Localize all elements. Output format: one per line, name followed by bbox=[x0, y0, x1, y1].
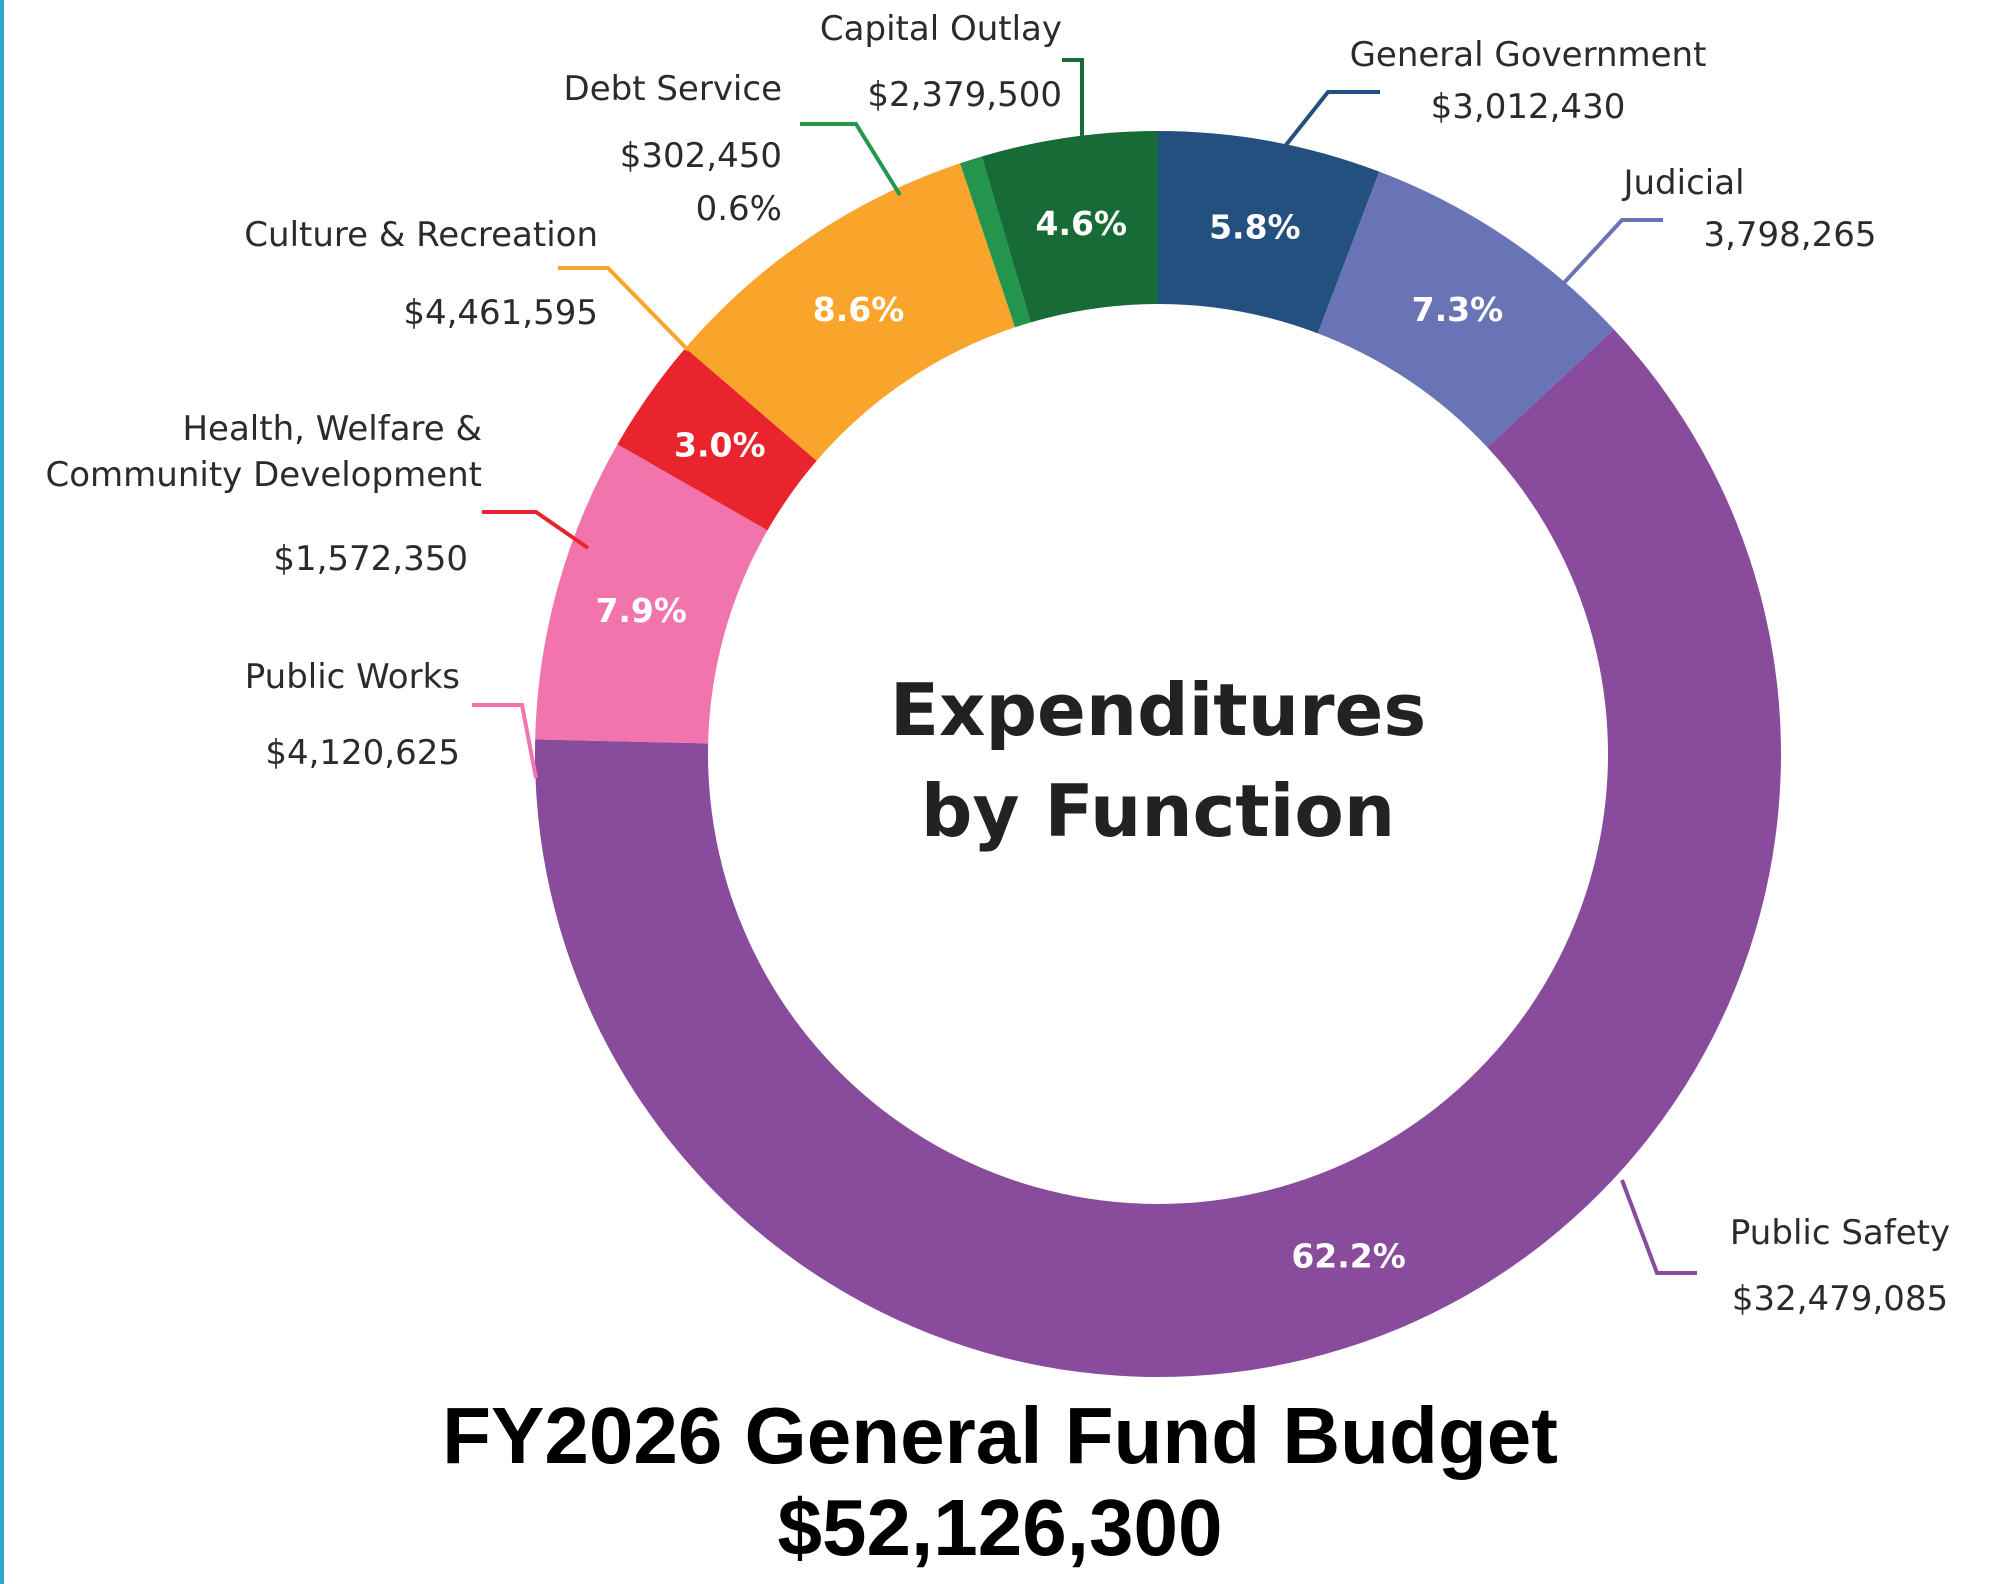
slice-name-label: Capital Outlay bbox=[820, 9, 1062, 49]
slice-value-label: 3,798,265 bbox=[1703, 215, 1876, 255]
slice-debt-service bbox=[960, 156, 1031, 328]
slice-labels: General Government $3,012,430 Judicial 3,79… bbox=[46, 9, 1951, 1319]
slice-name-label: Health, Welfare & bbox=[182, 409, 482, 449]
percent-label: 3.0% bbox=[674, 425, 766, 464]
donut-slices bbox=[535, 131, 1782, 1378]
slice-value-label: $32,479,085 bbox=[1732, 1279, 1948, 1319]
donut-chart: 5.8% 7.3% 62.2% 7.9% 3.0% 8.6% 0.6% 4.6% Genera… bbox=[46, 9, 1951, 1378]
left-border bbox=[0, 0, 4, 1584]
footer-title: FY2026 General Fund Budget bbox=[442, 1391, 1558, 1480]
percent-label: 62.2% bbox=[1291, 1237, 1406, 1276]
percent-label: 7.3% bbox=[1412, 290, 1504, 329]
leader-lines bbox=[472, 58, 1697, 1275]
slice-name-label: Judicial bbox=[1621, 163, 1744, 203]
slice-health-welfare-community-development bbox=[617, 348, 817, 531]
percent-label: 7.9% bbox=[595, 591, 687, 630]
percent-label: 4.6% bbox=[1036, 204, 1128, 243]
leader-line bbox=[482, 510, 590, 550]
slice-value-label: $1,572,350 bbox=[273, 539, 468, 579]
percent-label: 0.6% bbox=[696, 189, 782, 229]
slice-culture-recreation bbox=[685, 163, 1016, 461]
percent-labels: 5.8% 7.3% 62.2% 7.9% 3.0% 8.6% 0.6% 4.6% bbox=[595, 189, 1503, 1276]
leader-line bbox=[472, 703, 538, 779]
leader-line bbox=[1620, 1179, 1697, 1275]
leader-line bbox=[1062, 58, 1084, 142]
center-title-line-2: by Function bbox=[921, 769, 1395, 853]
slice-value-label: $302,450 bbox=[620, 136, 782, 176]
leader-line bbox=[1280, 90, 1380, 152]
footer-total: $52,126,300 bbox=[777, 1483, 1223, 1572]
slice-name-label: General Government bbox=[1350, 35, 1707, 75]
percent-label: 8.6% bbox=[813, 290, 905, 329]
slice-public-safety bbox=[535, 329, 1782, 1378]
leader-line bbox=[558, 266, 690, 352]
slice-public-works bbox=[535, 444, 768, 744]
slice-name-label: Community Development bbox=[46, 455, 482, 495]
slice-name-label: Debt Service bbox=[564, 69, 782, 109]
leader-line bbox=[1560, 218, 1663, 287]
slice-capital-outlay bbox=[981, 131, 1158, 323]
percent-label: 5.8% bbox=[1209, 207, 1301, 246]
center-title-line-1: Expenditures bbox=[890, 668, 1426, 752]
slice-value-label: $2,379,500 bbox=[867, 75, 1062, 115]
slice-value-label: $4,461,595 bbox=[403, 293, 598, 333]
leader-line bbox=[800, 122, 902, 197]
slice-general-government bbox=[1158, 131, 1380, 334]
slice-value-label: $4,120,625 bbox=[265, 733, 460, 773]
slice-name-label: Public Works bbox=[245, 657, 460, 697]
slice-value-label: $3,012,430 bbox=[1431, 87, 1626, 127]
slice-name-label: Culture & Recreation bbox=[244, 215, 598, 255]
slice-name-label: Public Safety bbox=[1730, 1213, 1950, 1253]
slice-judicial bbox=[1317, 171, 1614, 448]
